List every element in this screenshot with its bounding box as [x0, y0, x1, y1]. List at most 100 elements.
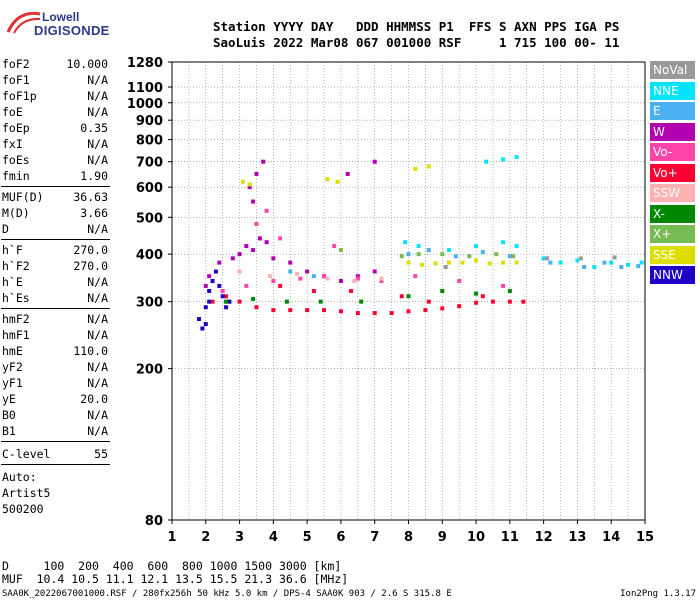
- data-point-w: [251, 248, 256, 253]
- param-value: N/A: [87, 73, 108, 87]
- param-value: N/A: [87, 153, 108, 167]
- y-tick-label: 1000: [127, 97, 163, 112]
- y-tick-label: 700: [136, 156, 163, 171]
- param-row-b0: B0 N/A: [2, 408, 108, 423]
- param-label: foE: [2, 105, 23, 119]
- x-tick-label: 5: [303, 530, 312, 545]
- data-point-nne: [626, 262, 631, 267]
- data-point-w: [338, 278, 343, 283]
- param-value: 270.0: [73, 259, 108, 273]
- data-point-vo: [254, 305, 259, 310]
- param-label: B0: [2, 408, 16, 422]
- auto-text-line2: Artist5: [2, 486, 51, 500]
- data-point-ssw: [379, 276, 384, 281]
- param-label: h`F2: [2, 259, 30, 273]
- param-value: 110.0: [73, 344, 108, 358]
- data-point-vo: [372, 311, 377, 316]
- param-label: h`E: [2, 275, 23, 289]
- param-row-fof1: foF1 N/A: [2, 73, 108, 88]
- param-label: MUF(D): [2, 190, 44, 204]
- logo-arc-icon: [6, 11, 41, 34]
- param-value: 20.0: [80, 392, 108, 406]
- param-value: N/A: [87, 89, 108, 103]
- param-value: 0.35: [80, 121, 108, 135]
- y-tick-label: 600: [136, 181, 163, 196]
- data-point-nne: [474, 244, 479, 249]
- data-point-e: [480, 250, 485, 255]
- data-point-e: [582, 265, 587, 270]
- clevel-value: 55: [94, 447, 108, 461]
- y-tick-label: 300: [136, 296, 163, 311]
- data-point-sse: [433, 261, 438, 266]
- data-point-x: [474, 291, 479, 296]
- param-value: N/A: [87, 275, 108, 289]
- data-point-nnw: [197, 317, 202, 322]
- param-row-he: h`E N/A: [2, 275, 108, 290]
- data-point-vo: [278, 236, 283, 241]
- data-point-vo: [332, 244, 337, 249]
- data-point-nne: [541, 256, 546, 261]
- data-point-e: [288, 269, 293, 274]
- data-point-sse: [335, 179, 340, 184]
- param-label: fmin: [2, 169, 30, 183]
- data-point-vo: [490, 299, 495, 304]
- data-point-w: [372, 159, 377, 164]
- data-point-vo: [349, 289, 354, 293]
- data-point-x: [416, 252, 421, 257]
- data-point-noval: [545, 256, 550, 261]
- legend-item-x: X+: [650, 225, 695, 243]
- param-row-d: D N/A: [2, 222, 108, 237]
- x-tick-label: 12: [535, 530, 553, 545]
- separator-line: [1, 308, 110, 309]
- data-point-sse: [460, 260, 465, 265]
- y-tick-label: 1100: [127, 81, 163, 96]
- param-value: N/A: [87, 105, 108, 119]
- auto-text-line1: Auto:: [2, 470, 37, 484]
- data-point-nne: [514, 155, 519, 160]
- separator-line: [1, 441, 110, 442]
- data-point-ssw: [267, 274, 272, 279]
- data-point-vo: [322, 308, 327, 313]
- data-point-w: [244, 244, 249, 249]
- data-point-nnw: [203, 322, 208, 327]
- data-point-ssw: [325, 276, 330, 281]
- data-point-sse: [240, 179, 245, 184]
- data-point-vo: [389, 311, 394, 316]
- data-point-x: [511, 254, 516, 259]
- param-label: foEp: [2, 121, 30, 135]
- x-tick-label: 1: [167, 530, 176, 545]
- data-point-nne: [639, 260, 644, 265]
- header-line-2: SaoLuis 2022 Mar08 067 001000 RSF 1 715 …: [213, 35, 620, 50]
- param-label: foF2: [2, 57, 30, 71]
- data-point-vo: [480, 294, 485, 299]
- data-point-sse: [447, 260, 452, 265]
- data-point-ssw: [352, 278, 357, 283]
- data-point-vo: [271, 308, 276, 313]
- param-value: 1.90: [80, 169, 108, 183]
- y-tick-label: 500: [136, 211, 163, 226]
- data-point-w: [261, 159, 266, 164]
- data-point-w: [264, 240, 269, 245]
- param-row-foes: foEs N/A: [2, 153, 108, 168]
- x-tick-label: 15: [636, 530, 654, 545]
- legend-item-w: W: [650, 122, 695, 141]
- param-value: N/A: [87, 360, 108, 374]
- data-point-vo: [457, 278, 462, 283]
- data-point-vo: [338, 309, 343, 314]
- param-row-fof1p: foF1p N/A: [2, 89, 108, 104]
- data-point-vo: [406, 309, 411, 314]
- data-point-vo: [507, 299, 512, 304]
- param-row-yf1: yF1 N/A: [2, 376, 108, 391]
- data-point-nne: [484, 159, 489, 164]
- param-row-hes: h`Es N/A: [2, 291, 108, 306]
- data-point-vo: [264, 208, 269, 213]
- data-point-vo: [440, 306, 445, 311]
- data-point-w: [257, 236, 262, 241]
- data-point-e: [636, 264, 641, 269]
- data-point-sse: [514, 260, 519, 265]
- data-point-vo: [237, 299, 242, 304]
- param-row-fmin: fmin 1.90: [2, 169, 108, 184]
- param-label: h`Es: [2, 291, 30, 305]
- param-row-b1: B1 N/A: [2, 424, 108, 439]
